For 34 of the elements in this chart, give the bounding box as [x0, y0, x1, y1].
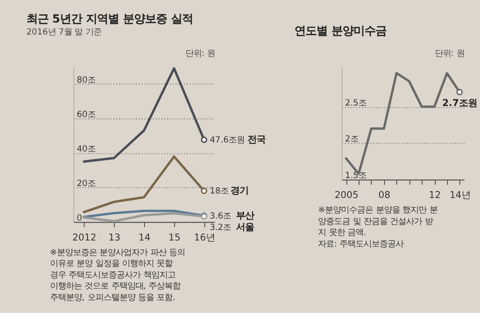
x-tick-label: 2012: [72, 232, 96, 244]
chart-title: 최근 5년간 지역별 분양보증 실적: [26, 12, 193, 26]
y-tick-label: 2조: [344, 134, 358, 144]
text: 부산: [236, 210, 254, 222]
chart-title: 연도별 분양미수금: [294, 24, 387, 38]
text: 전국: [247, 134, 266, 146]
x-tick-label: 15: [168, 232, 180, 244]
data-label: 3.2조: [210, 222, 232, 232]
y-tick-label: 20조: [76, 178, 96, 188]
y-tick-label: 1.5조: [344, 170, 366, 180]
y-tick-label: 80조: [76, 74, 96, 84]
x-tick-label: 14: [138, 232, 150, 244]
chart-subtitle: 2016년 7월 말 기준: [26, 26, 102, 37]
y-tick-label: 40조: [76, 143, 96, 154]
y-axis-title: 단위: 원: [186, 48, 216, 58]
data-label: 47.6조원: [210, 134, 245, 145]
y-tick-label: 60조: [76, 108, 96, 119]
y-axis-title: 단위: 원: [434, 48, 464, 58]
text: 자료: 주택도시보증공사: [318, 238, 404, 248]
data-label: 2.7조원: [442, 98, 477, 110]
data-label: 18조: [210, 186, 229, 196]
data-label: 3.6조: [210, 210, 232, 221]
x-tick-label: 2005: [334, 190, 359, 201]
y-tick-label: 2.5조: [344, 97, 366, 108]
text: ※분양미수금은 분양을 했지만 분양중도금 및 잔금을 건설사가 받지 못한 금액.: [318, 204, 438, 238]
x-tick-label: 12: [428, 190, 441, 201]
text: 서울: [236, 222, 254, 233]
x-tick-label: 14년: [450, 190, 471, 201]
text: 경기: [230, 186, 248, 197]
text: ※분양보증은 분양사업자가 파산 등의 이유로 분양 일정을 이행하지 못할 경우 주택도시보증공사가 책임지고 이행하는 것으로 주택임대, 주상복합주택분양, 오피스텔분양 등을 포함.: [50, 246, 186, 302]
x-tick-label: 16년: [194, 232, 216, 244]
x-tick-label: 08: [378, 190, 390, 201]
x-tick-label: 13: [108, 232, 120, 244]
y-tick-label: 0: [76, 212, 82, 222]
